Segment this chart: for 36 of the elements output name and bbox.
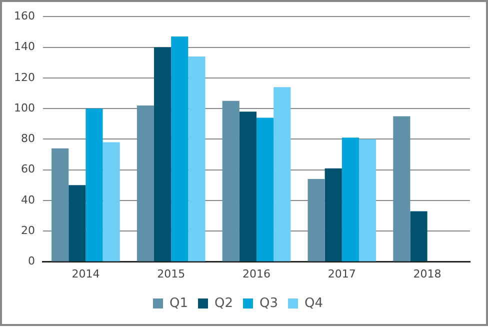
bar [393, 116, 410, 262]
bar [324, 168, 342, 262]
legend-label: Q4 [304, 296, 324, 311]
y-tick-label: 140 [14, 40, 35, 54]
legend-label: Q1 [169, 296, 188, 311]
bar [274, 87, 291, 262]
x-tick-label: 2015 [157, 267, 186, 280]
y-tick-label: 100 [14, 101, 35, 114]
bar [188, 56, 206, 262]
y-tick-label: 80 [20, 132, 35, 146]
x-tick-label: 2016 [242, 267, 270, 280]
bar [154, 47, 172, 262]
x-tick-label: 2017 [328, 267, 356, 280]
bar [358, 139, 376, 262]
x-tick-label: 2018 [413, 267, 442, 280]
x-tick-label: 2014 [72, 267, 100, 280]
y-tick-label: 0 [28, 254, 35, 268]
legend-label: Q2 [214, 296, 234, 311]
bar [136, 105, 154, 262]
y-tick-label: 60 [20, 162, 35, 176]
bar [256, 118, 274, 262]
y-tick-label: 40 [20, 193, 35, 206]
bar [308, 179, 325, 262]
bar [86, 108, 103, 262]
y-tick-label: 120 [14, 70, 35, 84]
y-tick-label: 160 [14, 9, 35, 22]
legend-label: Q3 [260, 296, 278, 311]
bar [410, 211, 428, 262]
bar [239, 112, 256, 262]
y-tick-label: 20 [20, 224, 35, 238]
bar [102, 142, 120, 262]
bar [222, 100, 240, 262]
bar [342, 138, 359, 262]
bar [52, 148, 69, 262]
bar [171, 36, 188, 262]
bar [68, 185, 86, 262]
